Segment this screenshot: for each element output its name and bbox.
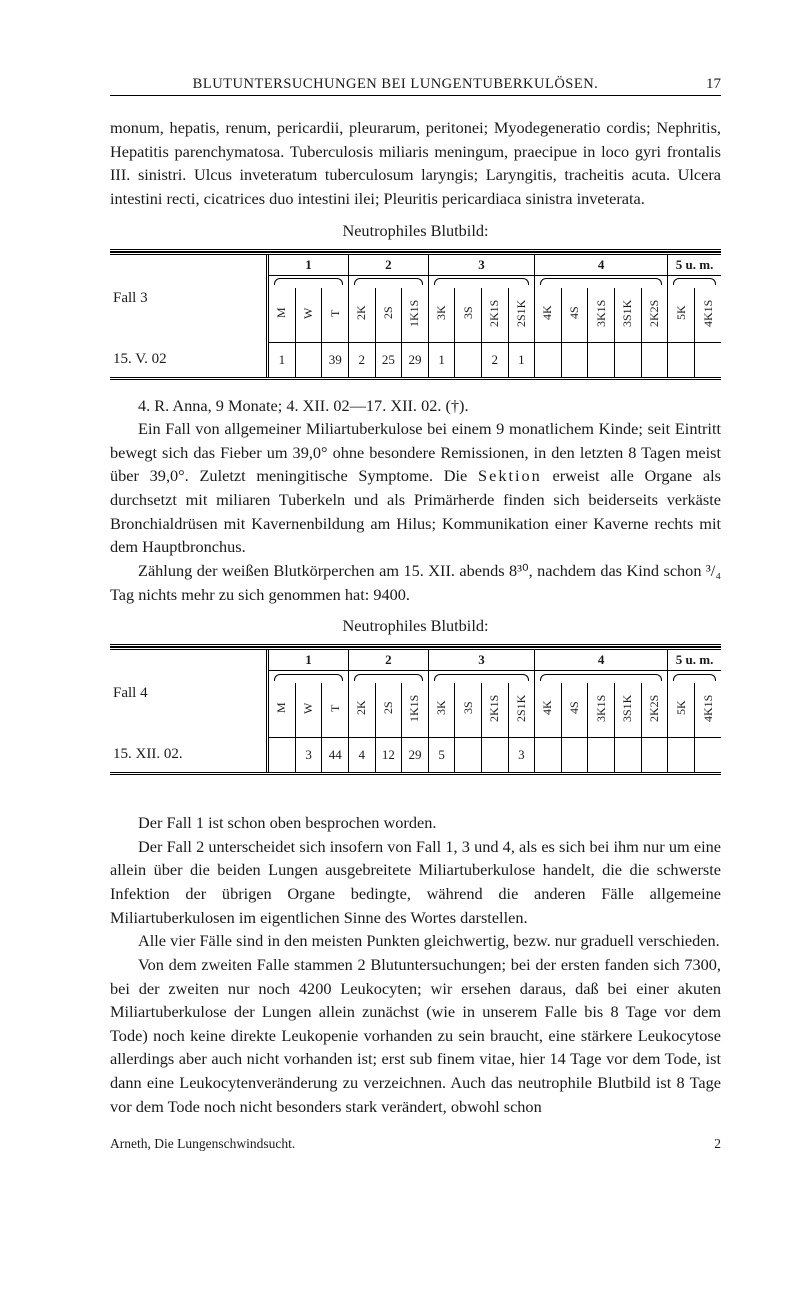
paragraph-4: Zählung der weißen Blutkörperchen am 15.…	[110, 559, 721, 606]
table1-data-row: 15. V. 02 1 39 2 25 29 1 2 1	[110, 342, 721, 377]
header-title: BLUTUNTERSUCHUNGEN BEI LUNGENTUBERKULÖSE…	[110, 76, 681, 93]
paragraph-3: Ein Fall von allgemeiner Miliartuberkulo…	[110, 417, 721, 559]
table2-data-row: 15. XII. 02. 3 44 4 12 29 5 3	[110, 738, 721, 773]
footer-right: 2	[701, 1136, 721, 1152]
paragraph-1: monum, hepatis, renum, pericardii, pleur…	[110, 116, 721, 211]
paragraph-6: Der Fall 2 unterscheidet sich insofern v…	[110, 835, 721, 930]
running-head: BLUTUNTERSUCHUNGEN BEI LUNGENTUBERKULÖSE…	[110, 76, 721, 96]
paragraph-5: Der Fall 1 ist schon oben besprochen wor…	[110, 811, 721, 835]
table1-caption: Neutrophiles Blutbild:	[110, 221, 721, 241]
table-1: Fall 3 1 2 3 4 5 u. m. M W T 2K 2S 1K1S	[110, 249, 721, 380]
table2-fall-label: Fall 4	[110, 650, 268, 738]
table2-caption: Neutrophiles Blutbild:	[110, 616, 721, 636]
paragraph-2: 4. R. Anna, 9 Monate; 4. XII. 02—17. XII…	[110, 394, 721, 418]
table-2: Fall 4 1 2 3 4 5 u. m. M W T 2K 2S 1K1S	[110, 644, 721, 775]
header-page-number: 17	[681, 76, 721, 93]
table1-fall-label: Fall 3	[110, 255, 268, 343]
footer-left: Arneth, Die Lungenschwindsucht.	[110, 1136, 701, 1152]
paragraph-8: Von dem zweiten Falle stammen 2 Blutunte…	[110, 953, 721, 1118]
footer-line: Arneth, Die Lungenschwindsucht. 2	[110, 1136, 721, 1152]
paragraph-7: Alle vier Fälle sind in den meisten Punk…	[110, 929, 721, 953]
